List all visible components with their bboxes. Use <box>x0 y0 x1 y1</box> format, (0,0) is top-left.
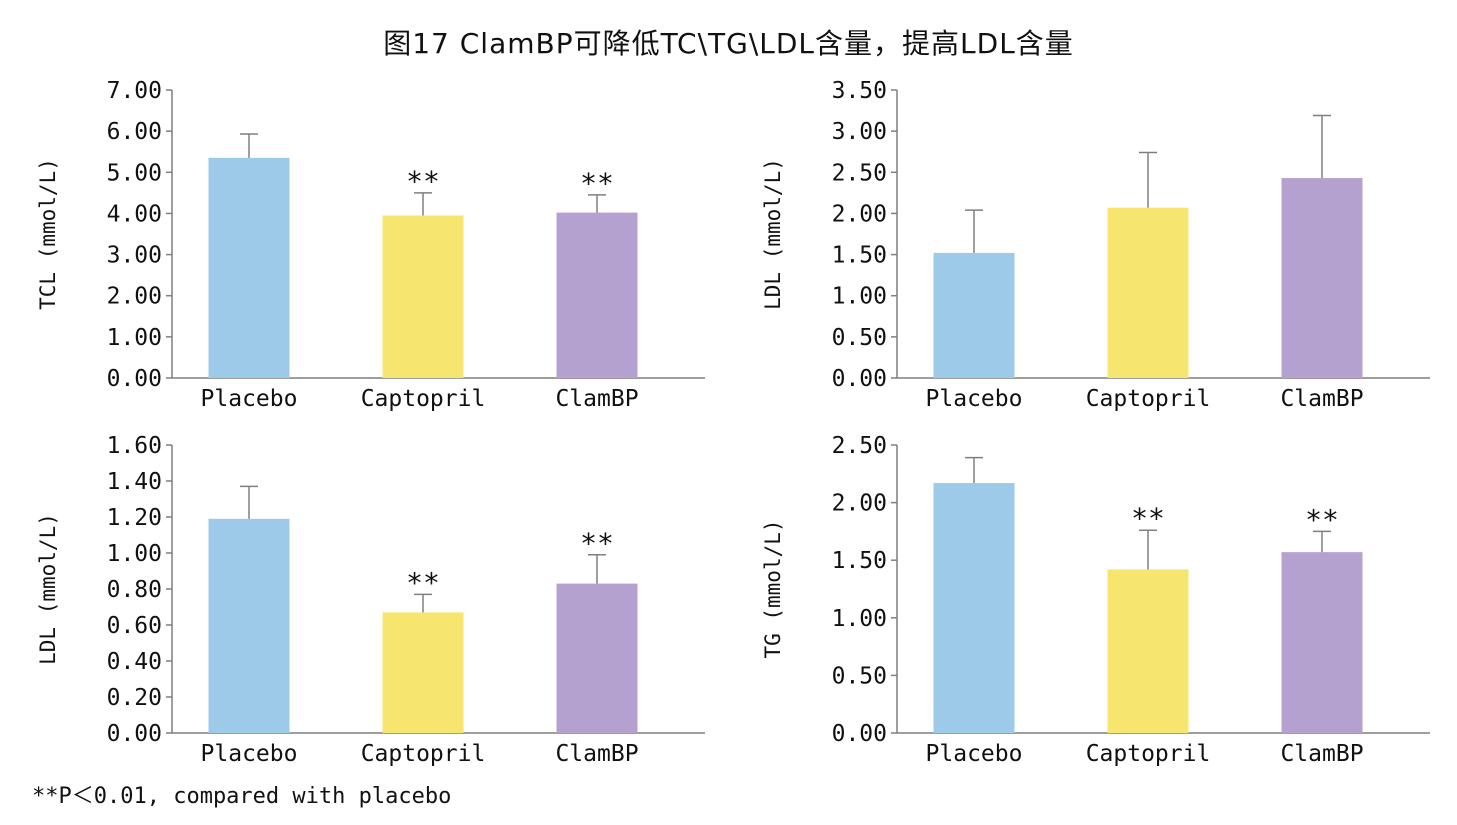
x-tick-label: ClamBP <box>1280 386 1363 412</box>
significance-label: ** <box>580 167 614 200</box>
bar-captopril <box>382 215 464 378</box>
bar-placebo <box>933 483 1015 733</box>
y-tick-label: 2.00 <box>107 284 162 310</box>
y-tick-label: 1.20 <box>107 505 162 531</box>
y-tick-label: 0.40 <box>107 649 162 675</box>
significance-label: ** <box>1305 503 1339 536</box>
bar-captopril <box>1107 207 1189 378</box>
bar-clambp <box>1281 178 1363 378</box>
x-tick-label: Captopril <box>1086 741 1211 767</box>
significance-label: ** <box>406 165 440 198</box>
y-tick-label: 0.00 <box>107 366 162 392</box>
y-tick-label: 1.50 <box>832 243 887 269</box>
y-axis-title: TG (mmol/L) <box>761 519 785 658</box>
y-tick-label: 6.00 <box>107 119 162 145</box>
y-tick-label: 7.00 <box>107 78 162 104</box>
bar-clambp <box>556 212 638 378</box>
y-tick-label: 0.00 <box>107 721 162 747</box>
bar-placebo <box>933 252 1015 378</box>
bar-clambp <box>556 583 638 733</box>
x-tick-label: Captopril <box>361 386 486 412</box>
y-tick-label: 3.50 <box>832 78 887 104</box>
y-tick-label: 1.00 <box>832 284 887 310</box>
y-axis-title: TCL (mmol/L) <box>36 158 60 310</box>
x-tick-label: Placebo <box>201 386 298 412</box>
y-tick-label: 0.00 <box>832 366 887 392</box>
y-axis-title: LDL (mmol/L) <box>761 158 785 310</box>
y-tick-label: 0.00 <box>832 721 887 747</box>
x-tick-label: Placebo <box>926 386 1023 412</box>
y-tick-label: 5.00 <box>107 160 162 186</box>
y-tick-label: 2.00 <box>832 201 887 227</box>
bar-placebo <box>208 518 290 733</box>
figure-title: 图17 ClamBP可降低TC\TG\LDL含量，提高LDL含量 <box>383 27 1074 60</box>
significance-label: ** <box>1131 502 1165 535</box>
footnote: **P＜0.01, compared with placebo <box>32 784 452 809</box>
x-tick-label: Captopril <box>1086 386 1211 412</box>
x-tick-label: ClamBP <box>555 741 638 767</box>
x-tick-label: ClamBP <box>555 386 638 412</box>
y-tick-label: 1.00 <box>107 325 162 351</box>
y-tick-label: 0.50 <box>832 663 887 689</box>
significance-label: ** <box>406 566 440 599</box>
y-tick-label: 1.60 <box>107 433 162 459</box>
y-tick-label: 2.50 <box>832 160 887 186</box>
bar-placebo <box>208 157 290 378</box>
x-tick-label: Placebo <box>201 741 298 767</box>
y-axis-title: LDL (mmol/L) <box>36 513 60 665</box>
y-tick-label: 0.20 <box>107 685 162 711</box>
y-tick-label: 0.60 <box>107 613 162 639</box>
bar-clambp <box>1281 552 1363 733</box>
x-tick-label: ClamBP <box>1280 741 1363 767</box>
y-tick-label: 1.40 <box>107 469 162 495</box>
x-tick-label: Captopril <box>361 741 486 767</box>
y-tick-label: 4.00 <box>107 201 162 227</box>
y-tick-label: 1.00 <box>107 541 162 567</box>
y-tick-label: 2.50 <box>832 433 887 459</box>
y-tick-label: 1.00 <box>832 606 887 632</box>
y-tick-label: 0.80 <box>107 577 162 603</box>
y-tick-label: 2.00 <box>832 491 887 517</box>
bar-captopril <box>382 612 464 733</box>
y-tick-label: 3.00 <box>832 119 887 145</box>
significance-label: ** <box>580 527 614 560</box>
y-tick-label: 0.50 <box>832 325 887 351</box>
x-tick-label: Placebo <box>926 741 1023 767</box>
y-tick-label: 1.50 <box>832 548 887 574</box>
bar-captopril <box>1107 569 1189 733</box>
y-tick-label: 3.00 <box>107 243 162 269</box>
